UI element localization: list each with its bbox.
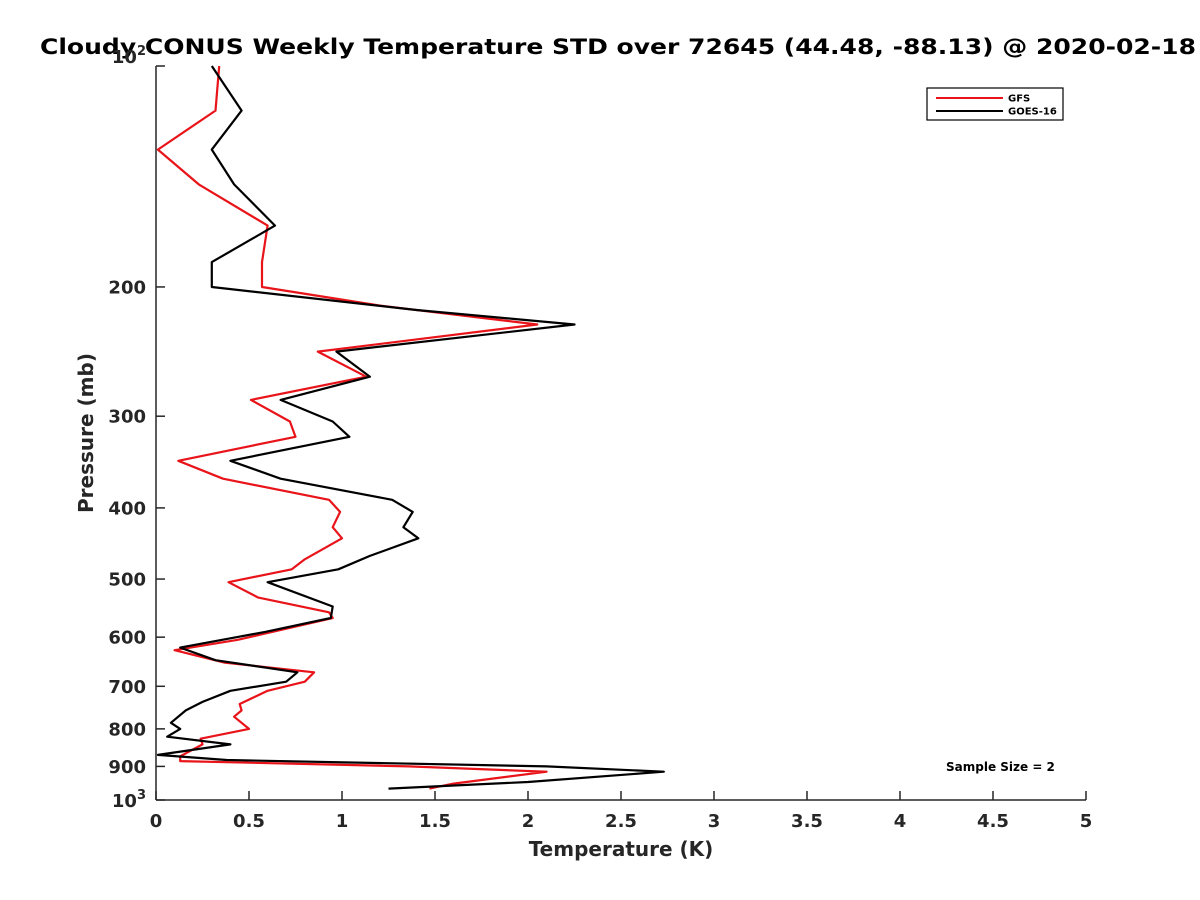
x-tick-label: 1	[336, 811, 349, 832]
plot-series-group	[156, 65, 665, 790]
legend-label-goes16: GOES-16	[1008, 107, 1057, 118]
chart-title: Cloudy CONUS Weekly Temperature STD over…	[40, 35, 1196, 59]
legend-label-gfs: GFS	[1008, 94, 1030, 105]
legend: GFS GOES-16	[926, 87, 1064, 121]
x-tick-label: 0.5	[233, 811, 265, 832]
legend-box	[926, 87, 1064, 121]
x-ticks: 0 0.5 1 1.5 2 2.5 3 3.5 4 4.5 5	[150, 791, 1093, 832]
y-tick-label: 300	[108, 407, 146, 428]
x-axis-label: Temperature (K)	[529, 837, 714, 861]
x-tick-label: 3.5	[791, 811, 823, 832]
x-tick-label: 2.5	[605, 811, 637, 832]
y-tick-label-power: 103	[112, 788, 146, 812]
x-tick-label: 4.5	[977, 811, 1009, 832]
y-tick-label: 600	[108, 628, 146, 649]
y-axis-label: Pressure (mb)	[74, 353, 98, 513]
x-tick-label: 5	[1080, 811, 1093, 832]
x-tick-label: 0	[150, 811, 163, 832]
x-tick-label: 2	[522, 811, 535, 832]
series-line-gfs	[156, 65, 548, 790]
y-tick-label: 400	[108, 498, 146, 519]
y-ticks: 200 300 400 500 600 700 800 900 102 103	[108, 44, 165, 812]
y-tick-label-power: 102	[112, 44, 146, 68]
y-tick-label: 500	[108, 570, 146, 591]
y-tick-label: 700	[108, 677, 146, 698]
y-tick-label: 900	[108, 757, 146, 778]
x-tick-label: 4	[894, 811, 907, 832]
x-tick-label: 3	[708, 811, 721, 832]
x-tick-label: 1.5	[419, 811, 451, 832]
sample-size-annotation: Sample Size = 2	[946, 760, 1055, 774]
y-tick-label: 800	[108, 719, 146, 740]
y-tick-label: 200	[108, 277, 146, 298]
series-line-goes16	[156, 65, 665, 790]
axes	[155, 66, 1086, 801]
